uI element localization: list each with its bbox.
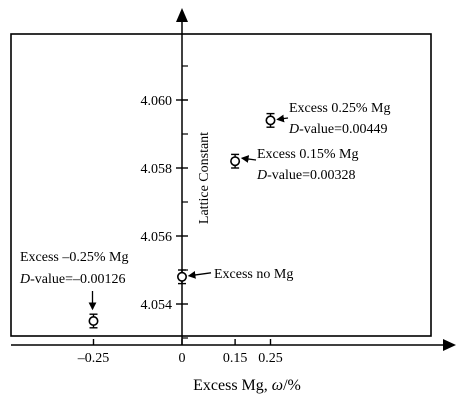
data-point-marker — [230, 156, 241, 167]
annotation-arrow — [187, 271, 212, 279]
annotation-d-value-italic: D — [19, 272, 30, 287]
annotation-arrow — [276, 114, 289, 123]
x-axis-arrow — [443, 339, 456, 351]
y-ticks: 4.054 4.056 4.058 4.060 — [141, 65, 188, 339]
annotation-label: Excess –0.25% Mg — [20, 250, 129, 265]
annotation-arrow — [240, 155, 257, 163]
y-tick-label: 4.054 — [141, 298, 173, 313]
plot-frame — [10, 33, 432, 337]
annotation-d-value-rest: -value=0.00328 — [267, 168, 355, 183]
annotation-label: Excess 0.15% Mg — [257, 147, 359, 162]
annotation-d-value-italic: D — [288, 122, 299, 137]
y-axis-arrow — [176, 8, 188, 22]
annotations: Excess –0.25% MgD-value=–0.00126 Excess n… — [19, 101, 391, 311]
annotation-d-value-rest: -value=–0.00126 — [30, 272, 125, 287]
annotation-label: Excess 0.25% Mg — [289, 101, 391, 116]
x-axis-label: Excess Mg, ω/% — [193, 377, 301, 394]
annotation-d-value-rest: -value=0.00449 — [299, 122, 387, 137]
x-tick-label: –0.25 — [77, 351, 110, 366]
annotation-d-value: D-value=0.00328 — [256, 168, 356, 183]
x-tick-label: 0 — [179, 351, 186, 366]
data-point-marker — [88, 315, 99, 326]
y-tick-label: 4.056 — [141, 230, 173, 245]
x-tick-label: 0.25 — [258, 351, 283, 366]
x-tick-label: 0.15 — [223, 351, 248, 366]
x-axis-label-omega: ω — [272, 377, 283, 394]
annotation-label: Excess no Mg — [214, 267, 293, 282]
x-ticks: –0.25 0 0.15 0.25 — [77, 339, 283, 366]
data-point-marker — [177, 271, 188, 282]
x-axis-label-main: Excess Mg, — [193, 377, 272, 394]
annotation-d-value: D-value=–0.00126 — [19, 272, 126, 287]
data-points — [88, 112, 276, 329]
data-point-marker — [265, 115, 276, 126]
annotation-d-value-italic: D — [256, 168, 267, 183]
y-tick-label: 4.060 — [141, 94, 173, 109]
x-axis-label-unit: /% — [283, 377, 301, 394]
y-axis-label: Lattice Constant — [197, 132, 212, 224]
annotation-d-value: D-value=0.00449 — [288, 122, 388, 137]
y-tick-label: 4.058 — [141, 162, 173, 177]
